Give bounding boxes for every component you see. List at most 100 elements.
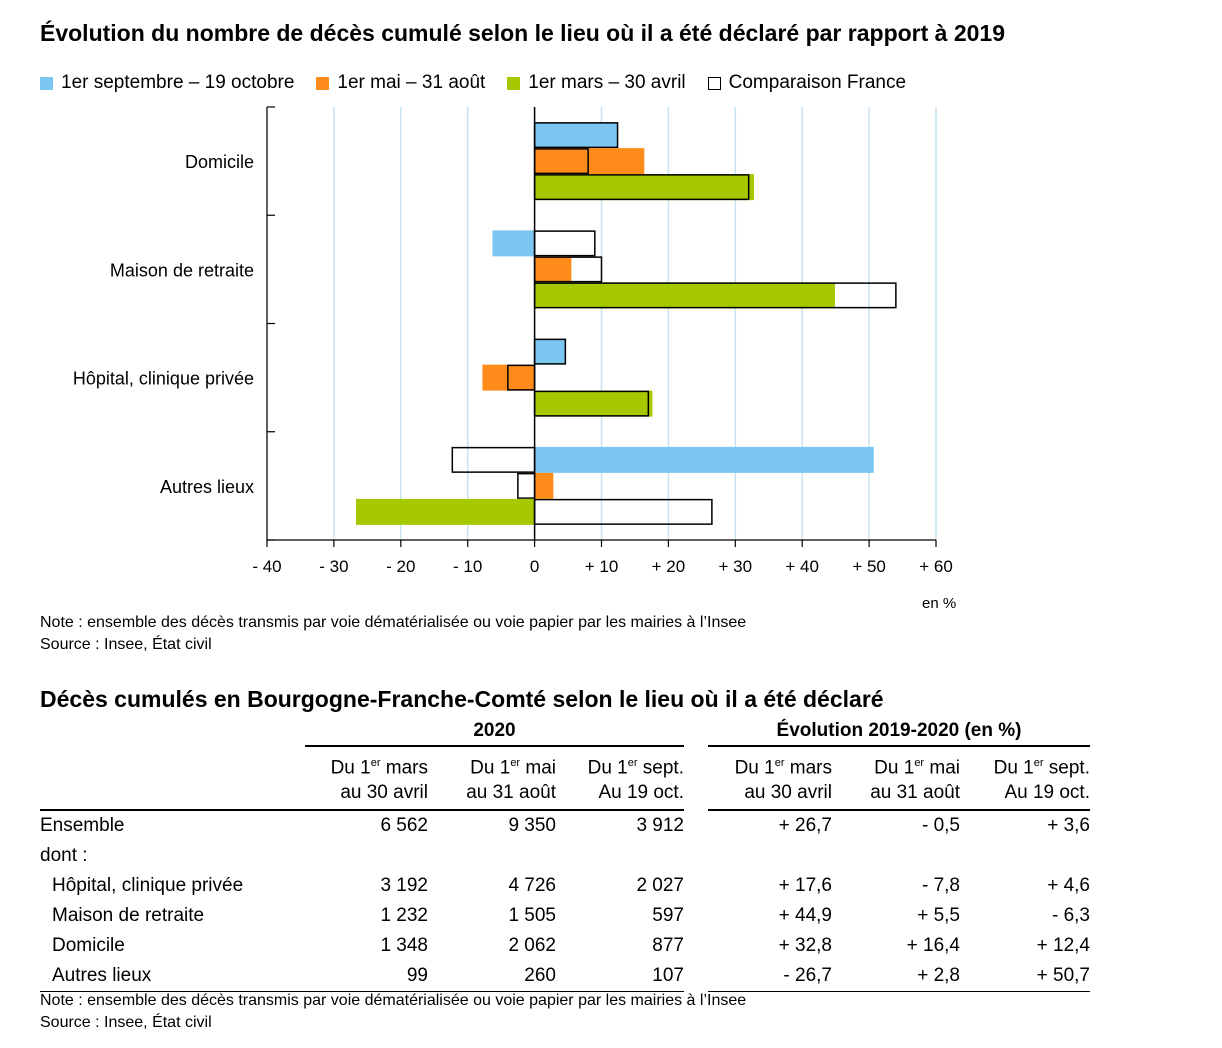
bar xyxy=(534,282,835,309)
cell-hopital-v2: 4 726 xyxy=(508,875,556,897)
table-source: Source : Insee, État civil xyxy=(40,1014,212,1031)
cell-ensemble-e3: + 3,6 xyxy=(1047,815,1090,837)
col-header-mars-avril-evol: Du 1er mars au 30 avril xyxy=(708,746,832,812)
x-tick-label: - 10 xyxy=(453,557,482,576)
legend-swatch-sept-oct xyxy=(40,76,53,90)
cell-autres-v2: 260 xyxy=(428,961,556,993)
legend-item-mars-avril: 1er mars – 30 avril xyxy=(507,72,686,94)
group-header-evolution: Évolution 2019-2020 (en %) xyxy=(708,716,1090,747)
bar xyxy=(355,498,535,525)
table-row: Ensemble 6 562 9 350 3 912 + 26,7 - 0,5 … xyxy=(40,810,1090,841)
bar xyxy=(534,256,572,283)
x-tick-label: + 10 xyxy=(585,557,619,576)
cell-maison-v3: 597 xyxy=(652,905,684,927)
table-row: Autres lieux 99 260 107 - 26,7 + 2,8 + 5… xyxy=(40,961,1090,993)
legend-label-comparaison-france: Comparaison France xyxy=(728,72,907,93)
cell-hopital-e2: - 7,8 xyxy=(921,875,960,897)
cell-domicile-e3: + 12,4 xyxy=(1036,935,1090,957)
chart-source: Source : Insee, État civil xyxy=(40,636,212,653)
table-row: Hôpital, clinique privée 3 192 4 726 2 0… xyxy=(40,871,1090,901)
cell-maison-e3: - 6,3 xyxy=(1051,905,1090,927)
row-label-maison-retraite: Maison de retraite xyxy=(52,905,205,927)
legend-item-comparaison-france: Comparaison France xyxy=(707,72,907,94)
category-label: Hôpital, clinique privée xyxy=(73,369,254,389)
chart-note: Note : ensemble des décès transmis par v… xyxy=(40,614,747,631)
x-tick-label: + 20 xyxy=(652,557,686,576)
cell-hopital-v1: 3 192 xyxy=(380,875,428,897)
cell-domicile-e2: + 16,4 xyxy=(906,935,960,957)
cell-hopital-e3: + 4,6 xyxy=(1047,875,1090,897)
category-label: Domicile xyxy=(185,152,254,172)
table-row: Maison de retraite 1 232 1 505 597 + 44,… xyxy=(40,901,1090,931)
group-header-2020: 2020 xyxy=(305,716,684,747)
cell-domicile-v2: 2 062 xyxy=(508,935,556,957)
legend-item-sept-oct: 1er septembre – 19 octobre xyxy=(40,72,294,94)
legend-swatch-mai-aout xyxy=(316,76,330,90)
col-header-mai-aout-evol: Du 1er mai au 31 août xyxy=(832,746,960,812)
comparison-france-bar xyxy=(533,230,596,257)
table-title: Décès cumulés en Bourgogne-Franche-Comté… xyxy=(40,686,884,712)
x-tick-label: 0 xyxy=(530,557,539,576)
legend-label-mai-aout: 1er mai – 31 août xyxy=(337,72,486,93)
comparison-france-bar xyxy=(517,472,536,499)
cell-maison-e2: + 5,5 xyxy=(917,905,960,927)
cell-domicile-v3: 877 xyxy=(652,935,684,957)
legend-item-mai-aout: 1er mai – 31 août xyxy=(316,72,485,94)
cell-hopital-v3: 2 027 xyxy=(636,875,684,897)
bar xyxy=(534,446,874,473)
x-tick-label: + 40 xyxy=(785,557,819,576)
legend-label-mars-avril: 1er mars – 30 avril xyxy=(528,72,686,93)
category-label: Autres lieux xyxy=(160,477,254,497)
cell-maison-v1: 1 232 xyxy=(380,905,428,927)
col-header-mars-avril-2020: Du 1er mars au 30 avril xyxy=(305,746,428,812)
row-label-dont: dont : xyxy=(40,845,88,867)
bar xyxy=(534,390,653,417)
cell-domicile-v1: 1 348 xyxy=(380,935,428,957)
bar xyxy=(534,338,566,365)
chart-title: Évolution du nombre de décès cumulé selo… xyxy=(40,20,1006,46)
legend-swatch-comparaison-france xyxy=(707,76,721,90)
chart-legend: 1er septembre – 19 octobre 1er mai – 31 … xyxy=(40,70,928,96)
legend-label-sept-oct: 1er septembre – 19 octobre xyxy=(61,72,295,93)
row-label-hopital: Hôpital, clinique privée xyxy=(52,875,244,897)
col-header-mai-aout-2020: Du 1er mai au 31 août xyxy=(428,746,556,812)
table-note: Note : ensemble des décès transmis par v… xyxy=(40,992,747,1009)
cell-autres-e1: - 26,7 xyxy=(708,961,832,993)
bar xyxy=(534,472,554,499)
x-tick-label: - 20 xyxy=(386,557,415,576)
row-label-domicile: Domicile xyxy=(52,935,125,957)
x-tick-label: + 30 xyxy=(719,557,753,576)
table-row: dont : xyxy=(40,841,1090,871)
cell-autres-v3: 107 xyxy=(556,961,684,993)
bar xyxy=(534,174,755,201)
comparison-france-bar xyxy=(533,498,713,525)
data-table: 2020 Évolution 2019-2020 (en %) Du 1er m… xyxy=(40,716,1090,993)
col-header-sept-oct-2020: Du 1er sept. Au 19 oct. xyxy=(556,746,684,812)
col-header-sept-oct-evol: Du 1er sept. Au 19 oct. xyxy=(960,746,1090,812)
x-tick-label: + 50 xyxy=(852,557,886,576)
row-label-autres-lieux: Autres lieux xyxy=(40,961,305,993)
legend-swatch-mars-avril xyxy=(507,76,521,90)
unit-label: en % xyxy=(922,595,957,612)
row-label-ensemble: Ensemble xyxy=(40,815,125,837)
cell-ensemble-v1: 6 562 xyxy=(380,815,428,837)
cell-ensemble-v3: 3 912 xyxy=(636,815,684,837)
bar xyxy=(492,230,535,257)
cell-ensemble-e2: - 0,5 xyxy=(921,815,960,837)
cell-maison-e1: + 44,9 xyxy=(778,905,832,927)
cell-domicile-e1: + 32,8 xyxy=(778,935,832,957)
x-tick-label: + 60 xyxy=(919,557,953,576)
bar xyxy=(534,148,645,175)
comparison-france-bar xyxy=(451,446,536,473)
category-label: Maison de retraite xyxy=(110,260,254,280)
cell-ensemble-e1: + 26,7 xyxy=(778,815,832,837)
cell-autres-e2: + 2,8 xyxy=(832,961,960,993)
cell-autres-e3: + 50,7 xyxy=(960,961,1090,993)
x-tick-label: - 40 xyxy=(252,557,281,576)
cell-maison-v2: 1 505 xyxy=(508,905,556,927)
x-tick-label: - 30 xyxy=(319,557,348,576)
bar xyxy=(534,122,618,149)
cell-autres-v1: 99 xyxy=(305,961,428,993)
cell-ensemble-v2: 9 350 xyxy=(508,815,556,837)
bar-chart: - 40 - 30 - 20 - 10 0 + 10 + 20 + 30 + 40 + 50 + 6… xyxy=(73,106,953,576)
